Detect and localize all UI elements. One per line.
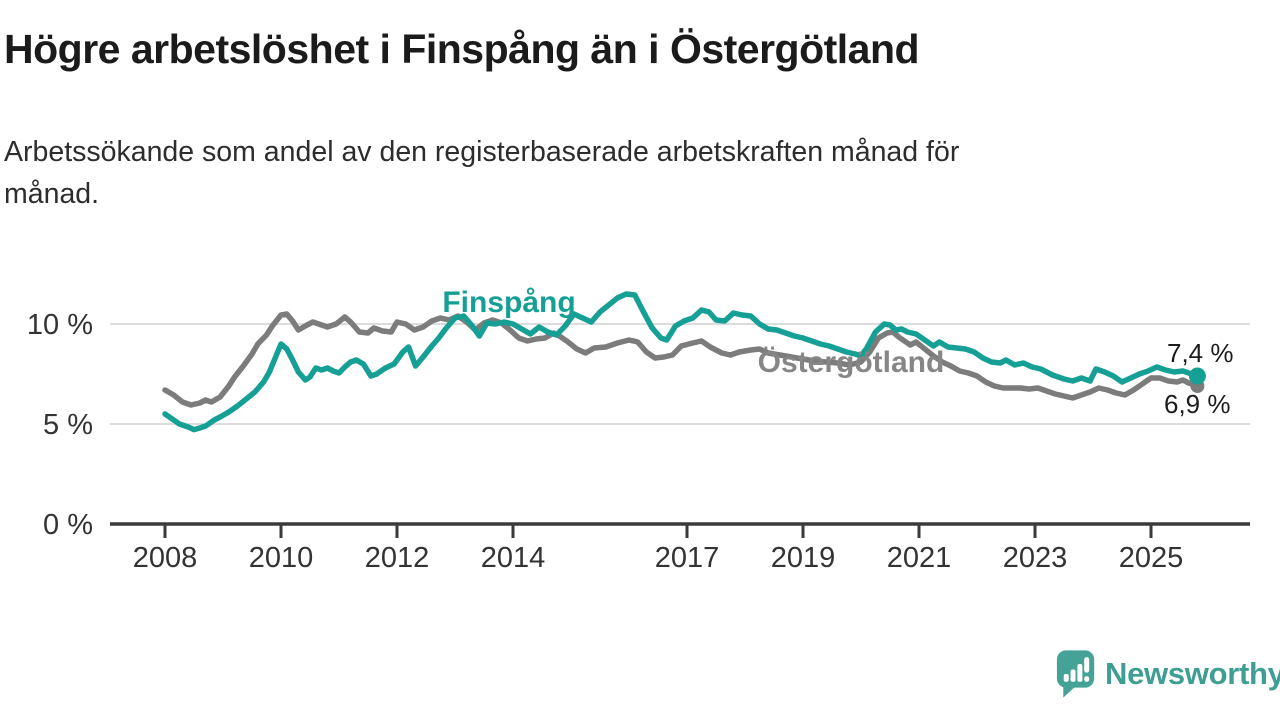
y-tick-label: 10 %	[27, 309, 93, 341]
x-tick-label: 2014	[481, 542, 546, 574]
x-tick-label: 2017	[655, 542, 720, 574]
newsworthy-logo-text: Newsworthy	[1105, 656, 1280, 691]
x-tick-label: 2008	[133, 542, 198, 574]
newsworthy-logo-icon	[1056, 650, 1095, 698]
x-tick-label: 2012	[365, 542, 430, 574]
series-label-finspang: Finspång	[442, 286, 575, 319]
chart-title: Högre arbetslöshet i Finspång än i Öster…	[4, 26, 920, 72]
end-value-label-ostergotland: 6,9 %	[1164, 389, 1231, 419]
x-tick-label: 2019	[771, 542, 836, 574]
y-tick-label: 5 %	[43, 409, 93, 441]
newsworthy-logo[interactable]: Newsworthy	[1056, 648, 1280, 700]
x-tick-label: 2010	[249, 542, 314, 574]
x-tick-label: 2025	[1119, 542, 1184, 574]
series-line-ostergotland	[162, 311, 1201, 408]
chart-subtitle: Arbetssökande som andel av den registerb…	[4, 136, 960, 210]
y-tick-label: 0 %	[43, 509, 93, 541]
series-line-finspang	[162, 291, 1201, 433]
x-tick-label: 2021	[887, 542, 952, 574]
x-tick-label: 2023	[1003, 542, 1068, 574]
series-end-dot-finspang	[1188, 367, 1206, 385]
series-label-ostergotland: Östergötland	[758, 346, 945, 379]
end-value-label-finspang: 7,4 %	[1167, 338, 1234, 368]
